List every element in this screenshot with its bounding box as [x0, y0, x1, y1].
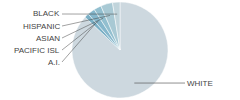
svg-text:WHITE: WHITE [187, 79, 213, 88]
svg-text:A.I.: A.I. [48, 58, 60, 67]
svg-text:ASIAN: ASIAN [36, 34, 60, 43]
svg-text:HISPANIC: HISPANIC [23, 22, 60, 31]
svg-text:PACIFIC ISL: PACIFIC ISL [14, 46, 60, 55]
svg-text:BLACK: BLACK [33, 9, 60, 18]
